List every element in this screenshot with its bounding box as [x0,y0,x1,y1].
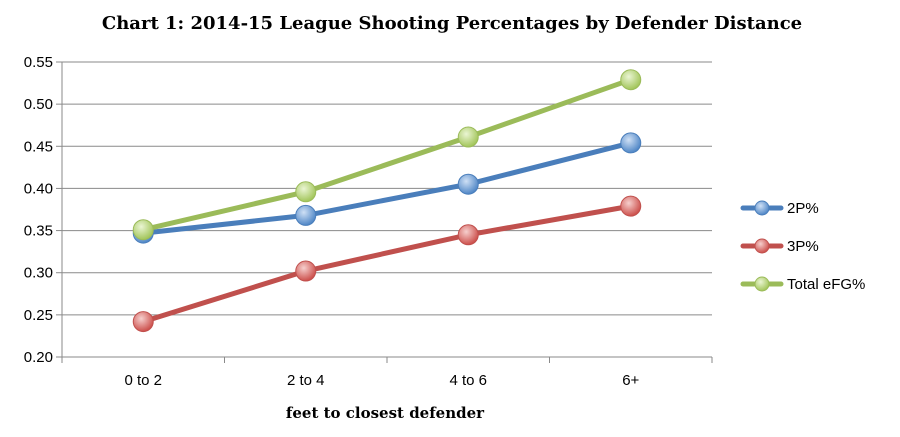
y-tick-label: 0.55 [24,54,53,71]
data-point [457,224,479,246]
x-tick-label: 4 to 6 [449,372,487,389]
y-tick-label: 0.40 [24,180,53,197]
y-tick-label: 0.20 [24,349,53,366]
series-line [140,77,634,233]
legend-swatch-marker [754,238,770,254]
series [132,69,642,333]
data-point [132,219,154,241]
y-tick-label: 0.50 [24,96,53,113]
y-axis-ticks: 0.20 0.25 0.30 0.35 0.40 0.45 0.50 0.55 [24,54,53,366]
y-tick-label: 0.30 [24,265,53,282]
data-point [620,69,642,91]
legend: 2P% 3P% Total eFG% [740,200,865,293]
legend-swatch-marker [754,200,770,216]
x-tick-label: 2 to 4 [287,372,325,389]
legend-label: 2P% [787,200,819,217]
series-line [140,203,634,325]
legend-label: 3P% [787,238,819,255]
x-axis-ticks: 0 to 2 2 to 4 4 to 6 6+ [124,372,639,389]
chart-title: Chart 1: 2014-15 League Shooting Percent… [102,13,802,34]
y-tick-label: 0.45 [24,138,53,155]
data-point [457,126,479,148]
data-point [457,173,479,195]
series-line [140,140,634,236]
data-point [295,204,317,226]
legend-swatch-marker [754,276,770,292]
data-point [295,181,317,203]
legend-item: 3P% [740,238,819,255]
legend-item: Total eFG% [740,276,865,293]
data-point [295,260,317,282]
data-point [620,195,642,217]
x-axis-label: feet to closest defender [286,404,485,422]
series-2 [132,195,642,333]
series-3 [132,69,642,241]
y-tick-label: 0.35 [24,223,53,240]
data-point [132,311,154,333]
legend-item: 2P% [740,200,819,217]
data-point [620,132,642,154]
x-tick-label: 0 to 2 [124,372,162,389]
legend-label: Total eFG% [787,276,865,293]
x-tick-label: 6+ [622,372,639,389]
y-tick-label: 0.25 [24,307,53,324]
